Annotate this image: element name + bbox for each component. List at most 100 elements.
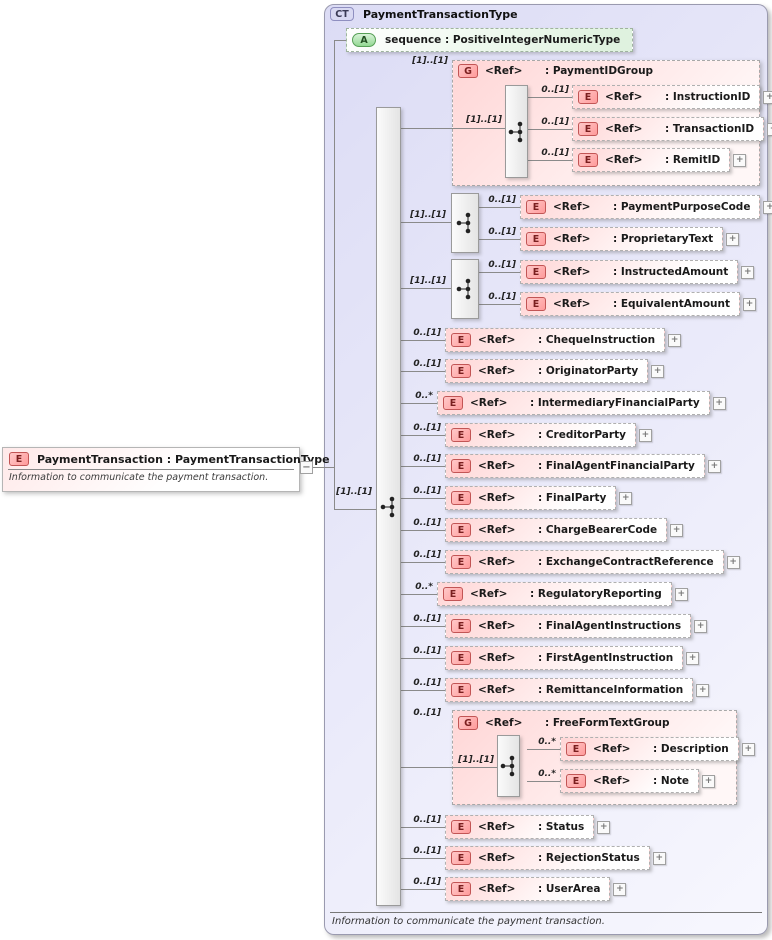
sequence-attribute-box[interactable]: A sequence : PositiveIntegerNumericType xyxy=(346,28,634,52)
expand-icon[interactable]: + xyxy=(668,333,682,347)
group-header-payment-id-group[interactable]: G <Ref> : PaymentIDGroup xyxy=(458,64,653,78)
element-ref: <Ref> xyxy=(478,334,516,346)
element-box[interactable]: E <Ref>: Description xyxy=(560,737,739,761)
attribute-badge: A xyxy=(352,33,376,47)
element-ref: <Ref> xyxy=(478,684,516,696)
expand-icon[interactable]: + xyxy=(619,491,633,505)
element-ref: <Ref> xyxy=(478,556,516,568)
expand-icon[interactable]: + xyxy=(651,364,665,378)
connector-line xyxy=(401,767,497,768)
choice-bar-2[interactable] xyxy=(451,259,479,319)
element-badge: E xyxy=(566,742,586,756)
element-name: : Status xyxy=(538,821,585,833)
connector-line xyxy=(527,781,560,782)
element-badge: E xyxy=(526,265,546,279)
element-name: : OriginatorParty xyxy=(538,365,639,377)
element-name: : RejectionStatus xyxy=(538,852,640,864)
expand-icon[interactable]: + xyxy=(707,459,721,473)
expand-icon[interactable]: + xyxy=(733,153,747,167)
connector-line xyxy=(334,40,346,41)
element-row-instruction-id: E <Ref>: InstructionID + xyxy=(572,85,772,109)
expand-icon[interactable]: + xyxy=(613,882,627,896)
expand-icon[interactable]: + xyxy=(741,265,755,279)
element-box[interactable]: E <Ref>: FinalAgentFinancialParty xyxy=(445,454,705,478)
element-row-final-party: E <Ref>: FinalParty + xyxy=(445,486,633,510)
element-box[interactable]: E <Ref>: RegulatoryReporting xyxy=(437,582,672,606)
element-box[interactable]: E <Ref>: UserArea xyxy=(445,877,611,901)
cardinality-label: 0..[1] xyxy=(541,148,569,158)
cardinality-label: 0..[1] xyxy=(413,328,441,338)
connector-line xyxy=(401,466,445,467)
element-name: : Description xyxy=(653,743,729,755)
expand-icon[interactable]: + xyxy=(597,820,611,834)
expand-icon[interactable]: + xyxy=(674,587,688,601)
expand-icon[interactable]: + xyxy=(763,90,772,104)
element-box[interactable]: E <Ref>: ChequeInstruction xyxy=(445,328,666,352)
element-badge: E xyxy=(443,587,463,601)
connector-line xyxy=(528,97,572,98)
element-box[interactable]: E <Ref>: ChargeBearerCode xyxy=(445,518,668,542)
expand-icon[interactable]: + xyxy=(743,297,757,311)
group-ref: <Ref> xyxy=(485,65,523,77)
element-box[interactable]: E <Ref>: Status xyxy=(445,815,595,839)
element-name: : FinalAgentInstructions xyxy=(538,620,682,632)
element-box[interactable]: E <Ref>: FinalAgentInstructions xyxy=(445,614,692,638)
group-header-free-form-text-group[interactable]: G <Ref> : FreeFormTextGroup xyxy=(458,716,670,730)
element-box[interactable]: E <Ref>: RemittanceInformation xyxy=(445,678,694,702)
expand-icon[interactable]: + xyxy=(696,683,710,697)
payment-id-group-sequence-bar[interactable] xyxy=(505,85,528,178)
element-box[interactable]: E <Ref>: IntermediaryFinancialParty xyxy=(437,391,710,415)
connector-line xyxy=(401,858,445,859)
element-ref: <Ref> xyxy=(553,233,591,245)
element-box[interactable]: E <Ref>: ExchangeContractReference xyxy=(445,550,724,574)
expand-icon[interactable]: + xyxy=(726,555,740,569)
cardinality-label: 0..[1] xyxy=(541,117,569,127)
element-box[interactable]: E <Ref>: FirstAgentInstruction xyxy=(445,646,684,670)
expand-icon[interactable]: + xyxy=(702,774,715,788)
expand-icon[interactable]: + xyxy=(726,232,740,246)
element-box[interactable]: E <Ref>: EquivalentAmount xyxy=(520,292,741,316)
element-name: : InstructionID xyxy=(665,91,751,103)
free-form-group-sequence-bar[interactable] xyxy=(497,735,520,797)
element-row-equivalent-amount: E <Ref>: EquivalentAmount + xyxy=(520,292,757,316)
element-box[interactable]: E <Ref>: FinalParty xyxy=(445,486,617,510)
cardinality-label: 0..[1] xyxy=(541,85,569,95)
expand-icon[interactable]: + xyxy=(686,651,700,665)
sequence-icon xyxy=(456,278,471,300)
expand-icon[interactable]: + xyxy=(763,200,772,214)
element-name: : Note xyxy=(653,775,689,787)
collapse-icon[interactable]: − xyxy=(300,461,313,474)
element-ref: <Ref> xyxy=(593,775,631,787)
element-box[interactable]: E <Ref>: InstructionID xyxy=(572,85,761,109)
element-row-payment-purpose-code: E <Ref>: PaymentPurposeCode + xyxy=(520,195,772,219)
connector-line xyxy=(334,509,376,510)
element-box[interactable]: E <Ref>: InstructedAmount xyxy=(520,260,739,284)
element-row-description: E <Ref>: Description + xyxy=(560,737,755,761)
choice-bar-1[interactable] xyxy=(451,193,479,253)
connector-line xyxy=(527,749,560,750)
element-box[interactable]: E <Ref>: RejectionStatus xyxy=(445,846,650,870)
element-row-charge-bearer-code: E <Ref>: ChargeBearerCode + xyxy=(445,518,684,542)
element-box[interactable]: E <Ref>: TransactionID xyxy=(572,117,765,141)
element-box[interactable]: E <Ref>: PaymentPurposeCode xyxy=(520,195,761,219)
sequence-icon xyxy=(500,755,514,777)
expand-icon[interactable]: + xyxy=(767,122,772,136)
element-box[interactable]: E <Ref>: Note xyxy=(560,769,699,793)
connector-line xyxy=(401,827,445,828)
element-name: : IntermediaryFinancialParty xyxy=(530,397,700,409)
expand-icon[interactable]: + xyxy=(694,619,708,633)
element-box[interactable]: E <Ref>: ProprietaryText xyxy=(520,227,724,251)
expand-icon[interactable]: + xyxy=(652,851,666,865)
element-box[interactable]: E <Ref>: RemitID xyxy=(572,148,731,172)
element-box[interactable]: E <Ref>: OriginatorParty xyxy=(445,359,649,383)
main-sequence-bar[interactable] xyxy=(376,107,401,906)
element-badge: E xyxy=(451,491,471,505)
root-element-box[interactable]: E PaymentTransaction : PaymentTransactio… xyxy=(2,447,330,492)
expand-icon[interactable]: + xyxy=(638,428,652,442)
element-ref: <Ref> xyxy=(478,652,516,664)
expand-icon[interactable]: + xyxy=(670,523,684,537)
expand-icon[interactable]: + xyxy=(741,742,755,756)
element-box[interactable]: E <Ref>: CreditorParty xyxy=(445,423,636,447)
expand-icon[interactable]: + xyxy=(712,396,726,410)
element-name: : InstructedAmount xyxy=(613,266,729,278)
